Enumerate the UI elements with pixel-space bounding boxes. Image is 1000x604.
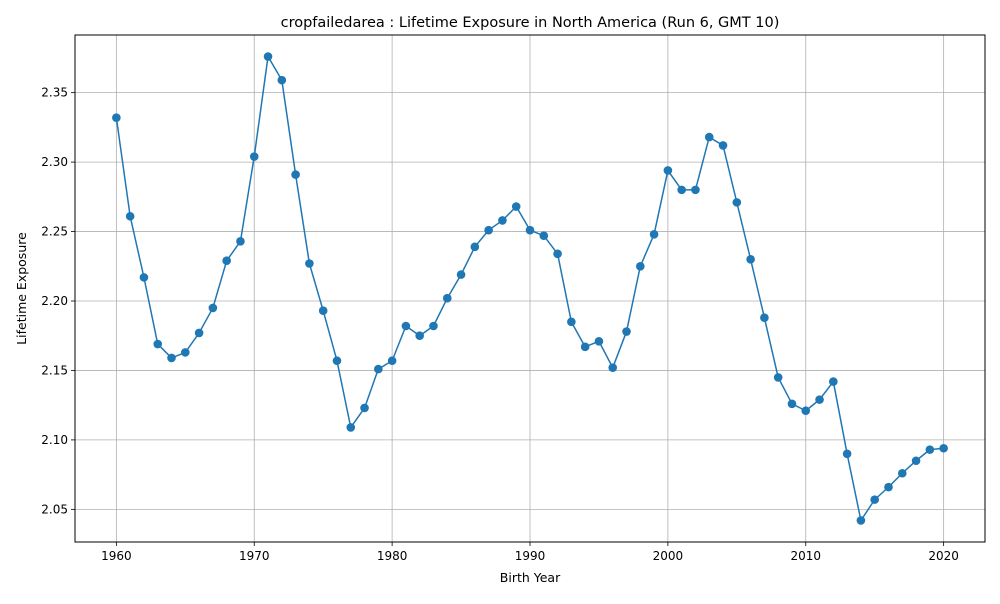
data-point xyxy=(567,317,576,327)
data-point xyxy=(884,482,893,492)
data-point xyxy=(704,132,714,142)
y-axis-label: Lifetime Exposure xyxy=(14,232,29,345)
x-tick-label: 1960 xyxy=(101,549,132,563)
data-point xyxy=(580,342,590,352)
data-point xyxy=(484,225,493,235)
data-point xyxy=(498,216,507,225)
data-point xyxy=(553,249,562,259)
y-tick-label: 2.30 xyxy=(41,155,68,169)
data-point xyxy=(773,373,783,382)
data-point xyxy=(760,313,769,322)
data-point xyxy=(663,166,673,175)
data-point xyxy=(415,331,424,341)
data-point xyxy=(374,364,383,374)
data-point xyxy=(442,293,452,303)
data-point xyxy=(525,225,535,235)
data-point xyxy=(332,356,342,366)
data-point xyxy=(346,423,356,432)
data-point xyxy=(277,75,287,85)
x-tick-label: 2020 xyxy=(928,549,959,563)
data-point xyxy=(456,270,466,279)
data-point xyxy=(801,406,811,416)
data-point xyxy=(249,152,259,161)
data-point xyxy=(636,261,645,271)
y-tick-label: 2.10 xyxy=(41,433,68,447)
data-point xyxy=(236,236,245,246)
data-point xyxy=(856,516,866,525)
data-point xyxy=(622,327,631,336)
data-point xyxy=(305,259,314,268)
data-point xyxy=(732,198,742,207)
data-point xyxy=(222,256,231,266)
data-point xyxy=(194,328,204,338)
data-point xyxy=(691,185,700,195)
y-tick-label: 2.25 xyxy=(41,225,68,239)
data-point xyxy=(870,495,879,504)
data-point xyxy=(318,306,328,316)
data-point xyxy=(539,231,549,241)
data-point xyxy=(511,202,521,211)
data-point xyxy=(746,255,755,264)
data-point xyxy=(829,377,838,386)
data-point xyxy=(125,211,135,221)
data-point xyxy=(911,456,921,466)
series-layer xyxy=(112,52,948,525)
y-tick-label: 2.05 xyxy=(41,502,68,516)
x-tick-label: 1970 xyxy=(239,549,270,563)
data-point xyxy=(718,141,728,150)
data-point xyxy=(387,356,397,366)
x-tick-label: 1990 xyxy=(515,549,546,563)
data-point xyxy=(263,52,273,61)
data-point xyxy=(470,242,480,252)
data-point xyxy=(815,395,824,404)
grid xyxy=(75,35,985,542)
data-point xyxy=(649,230,659,239)
chart-title: cropfailedarea : Lifetime Exposure in No… xyxy=(281,15,780,31)
data-point xyxy=(153,339,163,349)
data-point xyxy=(939,443,948,453)
data-point xyxy=(181,348,190,357)
data-point xyxy=(925,445,935,454)
data-point xyxy=(677,185,686,195)
data-point xyxy=(897,468,907,478)
x-tick-label: 1980 xyxy=(377,549,408,563)
data-point xyxy=(842,449,852,459)
data-point xyxy=(594,336,604,346)
x-tick-label: 2010 xyxy=(790,549,821,563)
x-axis-label: Birth Year xyxy=(500,570,561,585)
y-tick-label: 2.15 xyxy=(41,363,68,377)
data-point xyxy=(787,399,797,409)
axis-ticks: 1960 1970 1980 1990 2000 2010 2020 2.05 2.10 2.15… xyxy=(41,86,959,563)
data-point xyxy=(291,170,300,179)
data-point xyxy=(608,363,618,372)
y-tick-label: 2.35 xyxy=(41,86,68,100)
data-point xyxy=(167,353,176,363)
x-tick-label: 2000 xyxy=(653,549,684,563)
data-point xyxy=(401,321,411,331)
data-point xyxy=(112,113,121,122)
data-point xyxy=(139,273,149,282)
data-point xyxy=(208,303,218,313)
data-point xyxy=(429,321,438,331)
data-point xyxy=(360,403,369,413)
y-tick-label: 2.20 xyxy=(41,294,68,308)
